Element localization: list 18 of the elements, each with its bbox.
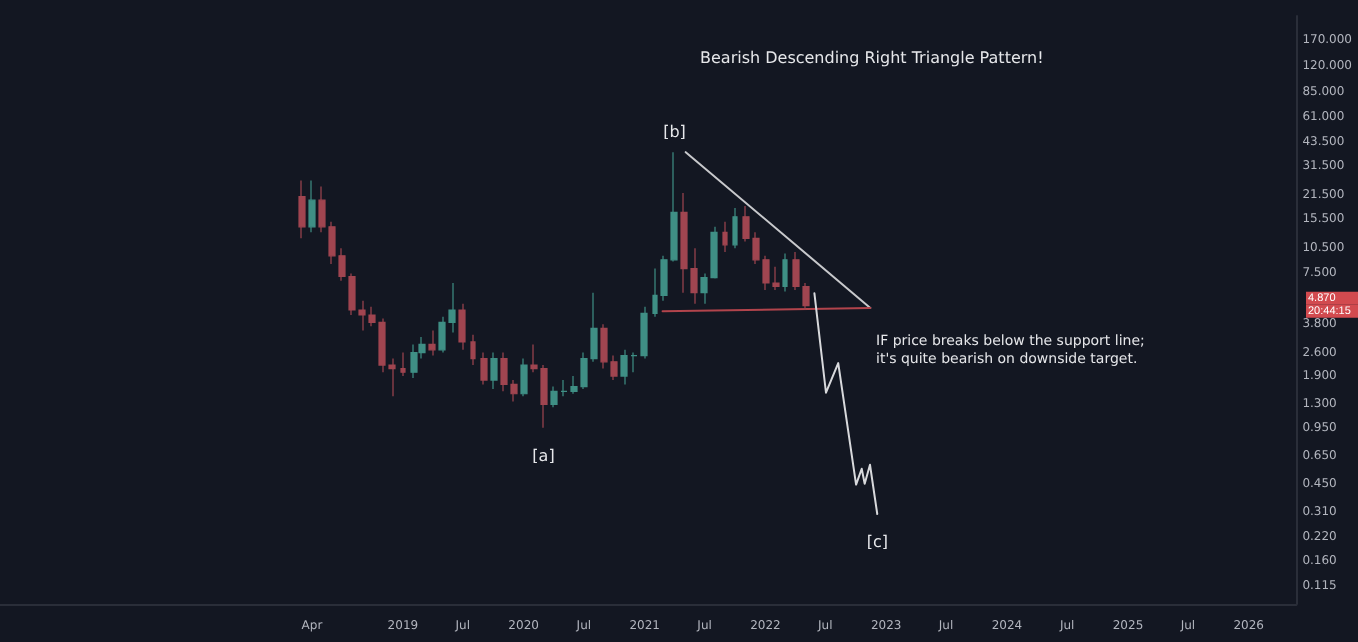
candlestick xyxy=(732,207,738,249)
candlestick xyxy=(470,334,476,366)
candlestick xyxy=(458,303,466,351)
text: Bearish Descending Right Triangle Pattern! xyxy=(700,49,1044,67)
candlestick xyxy=(490,352,498,390)
candlestick xyxy=(298,179,306,239)
annotation: [b] xyxy=(663,123,686,142)
annotation: [a] xyxy=(532,446,555,465)
candlestick xyxy=(400,352,406,377)
candlestick xyxy=(722,221,728,253)
line-series xyxy=(813,292,879,516)
candlestick xyxy=(782,252,788,292)
candlestick xyxy=(428,329,436,357)
candlestick xyxy=(308,179,316,233)
candlestick xyxy=(520,358,528,397)
annotation: [c] xyxy=(866,533,888,552)
candlestick xyxy=(410,343,418,379)
candlestick xyxy=(480,352,488,385)
